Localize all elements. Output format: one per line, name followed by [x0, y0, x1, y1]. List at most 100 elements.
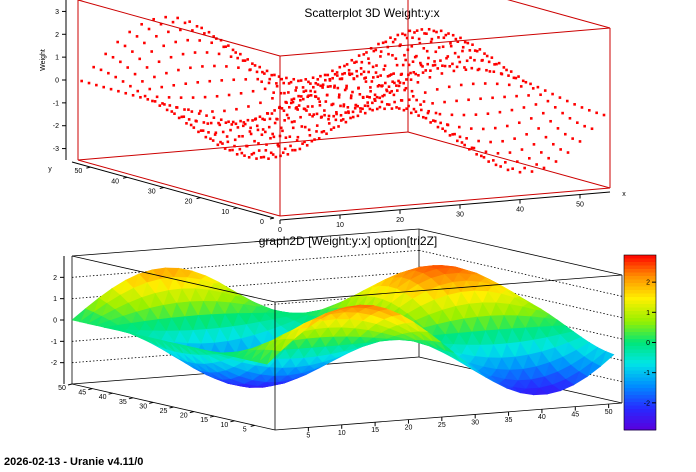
scatter-point [405, 36, 409, 40]
colorbar-cell [624, 262, 656, 266]
scatter-point [231, 148, 234, 152]
scatter-point [334, 118, 338, 122]
scatter-point [484, 150, 488, 154]
scatter-point [404, 58, 407, 62]
y-tick [86, 166, 91, 169]
scatter-point [331, 76, 334, 80]
y-tick [67, 383, 73, 386]
scatter-point [337, 93, 341, 97]
scatter-point [382, 68, 386, 71]
scatter-point [367, 70, 370, 74]
x-tick-label: 50 [605, 409, 613, 416]
scatter-point [197, 112, 201, 115]
scatter-point [394, 57, 398, 60]
scatter-point [219, 38, 223, 42]
scatter-point [500, 72, 504, 76]
scatter-point [209, 137, 212, 141]
scatter-point [363, 111, 367, 115]
scatter-point [420, 108, 423, 112]
scatter-point [345, 87, 348, 90]
scatter-point [383, 107, 386, 111]
scatter-point [336, 74, 339, 77]
scatter-point [437, 46, 441, 49]
scatter-point [349, 116, 352, 120]
scatter-point [155, 34, 158, 38]
colorbar-cell [624, 279, 656, 284]
x-axis-line [279, 191, 611, 221]
scatter-point [483, 82, 487, 85]
scatter-point [207, 30, 211, 34]
footer-stamp: 2026-02-13 - Uranie v4.11/0 [4, 456, 144, 468]
scatter-point [392, 72, 395, 75]
colorbar-tick-label: 0 [646, 340, 650, 347]
scatter-point [245, 144, 249, 148]
scatter-point [383, 93, 386, 97]
scatter-point [409, 78, 413, 81]
scatter-point [421, 65, 424, 68]
scatter-point [529, 117, 533, 120]
scatter-point [457, 125, 461, 129]
scatter-point [189, 66, 192, 70]
scatter-point [217, 121, 220, 125]
scatter-point [133, 72, 137, 76]
scatter-point [300, 125, 304, 128]
scatter-point [458, 60, 462, 64]
x-tick-label: 40 [516, 207, 524, 214]
surface-triangle [95, 320, 111, 328]
z-tick-label: 0 [53, 318, 57, 325]
scatter-point [313, 90, 317, 94]
scatter-point [377, 42, 380, 46]
scatter-point [384, 40, 388, 44]
scatter-point [276, 143, 280, 147]
scatter-point [477, 139, 480, 143]
scatter-point [465, 59, 469, 63]
scatter-point [353, 61, 356, 64]
scatter-point [429, 121, 432, 124]
surface-triangle [153, 338, 167, 350]
scatter-point [187, 108, 190, 111]
y-tick-label: 40 [111, 178, 119, 185]
scatter-point [168, 104, 172, 107]
scatter-point [386, 74, 390, 78]
scatter-point [441, 45, 445, 49]
scatter-point [415, 29, 419, 32]
scatter-point [409, 71, 412, 75]
scatter-point [493, 126, 497, 130]
scatter-point [260, 80, 263, 84]
scatter-point [537, 127, 540, 130]
scatter-point [559, 148, 562, 151]
scatter-point [111, 55, 115, 59]
scatter-point [324, 78, 327, 82]
scatter-point [303, 140, 306, 144]
scatter-point [510, 108, 514, 112]
scatter-point [509, 70, 513, 73]
scatter-point [462, 113, 466, 117]
scatter-point [263, 87, 267, 91]
colorbar: -2 -1 0 1 2 [623, 254, 657, 431]
scatter-point [490, 56, 494, 59]
scatter-point [279, 91, 283, 95]
scatter-point [336, 86, 340, 90]
scatter-point [390, 89, 394, 93]
scatter-point [153, 100, 157, 103]
scatter-point [151, 99, 154, 103]
colorbar-cell [624, 384, 656, 389]
colorbar-cell [624, 342, 656, 347]
y-tick-label: 0 [260, 219, 264, 226]
scatter-point [247, 155, 251, 159]
scatter-point [487, 160, 490, 163]
scatter-point [269, 136, 272, 140]
scatter-point [196, 81, 200, 84]
scatter-point [461, 45, 465, 49]
scatter-point [268, 117, 272, 121]
y-tick-label: 30 [148, 188, 156, 195]
scatter-point [401, 32, 404, 36]
scatter-point [160, 85, 164, 89]
scatter-point [152, 17, 155, 21]
scatter-point [451, 33, 455, 37]
colorbar-cell [624, 332, 656, 336]
scatter-point [435, 30, 438, 34]
scatter-point [250, 153, 254, 156]
scatter-point [411, 94, 415, 98]
scatter-point [542, 166, 546, 170]
